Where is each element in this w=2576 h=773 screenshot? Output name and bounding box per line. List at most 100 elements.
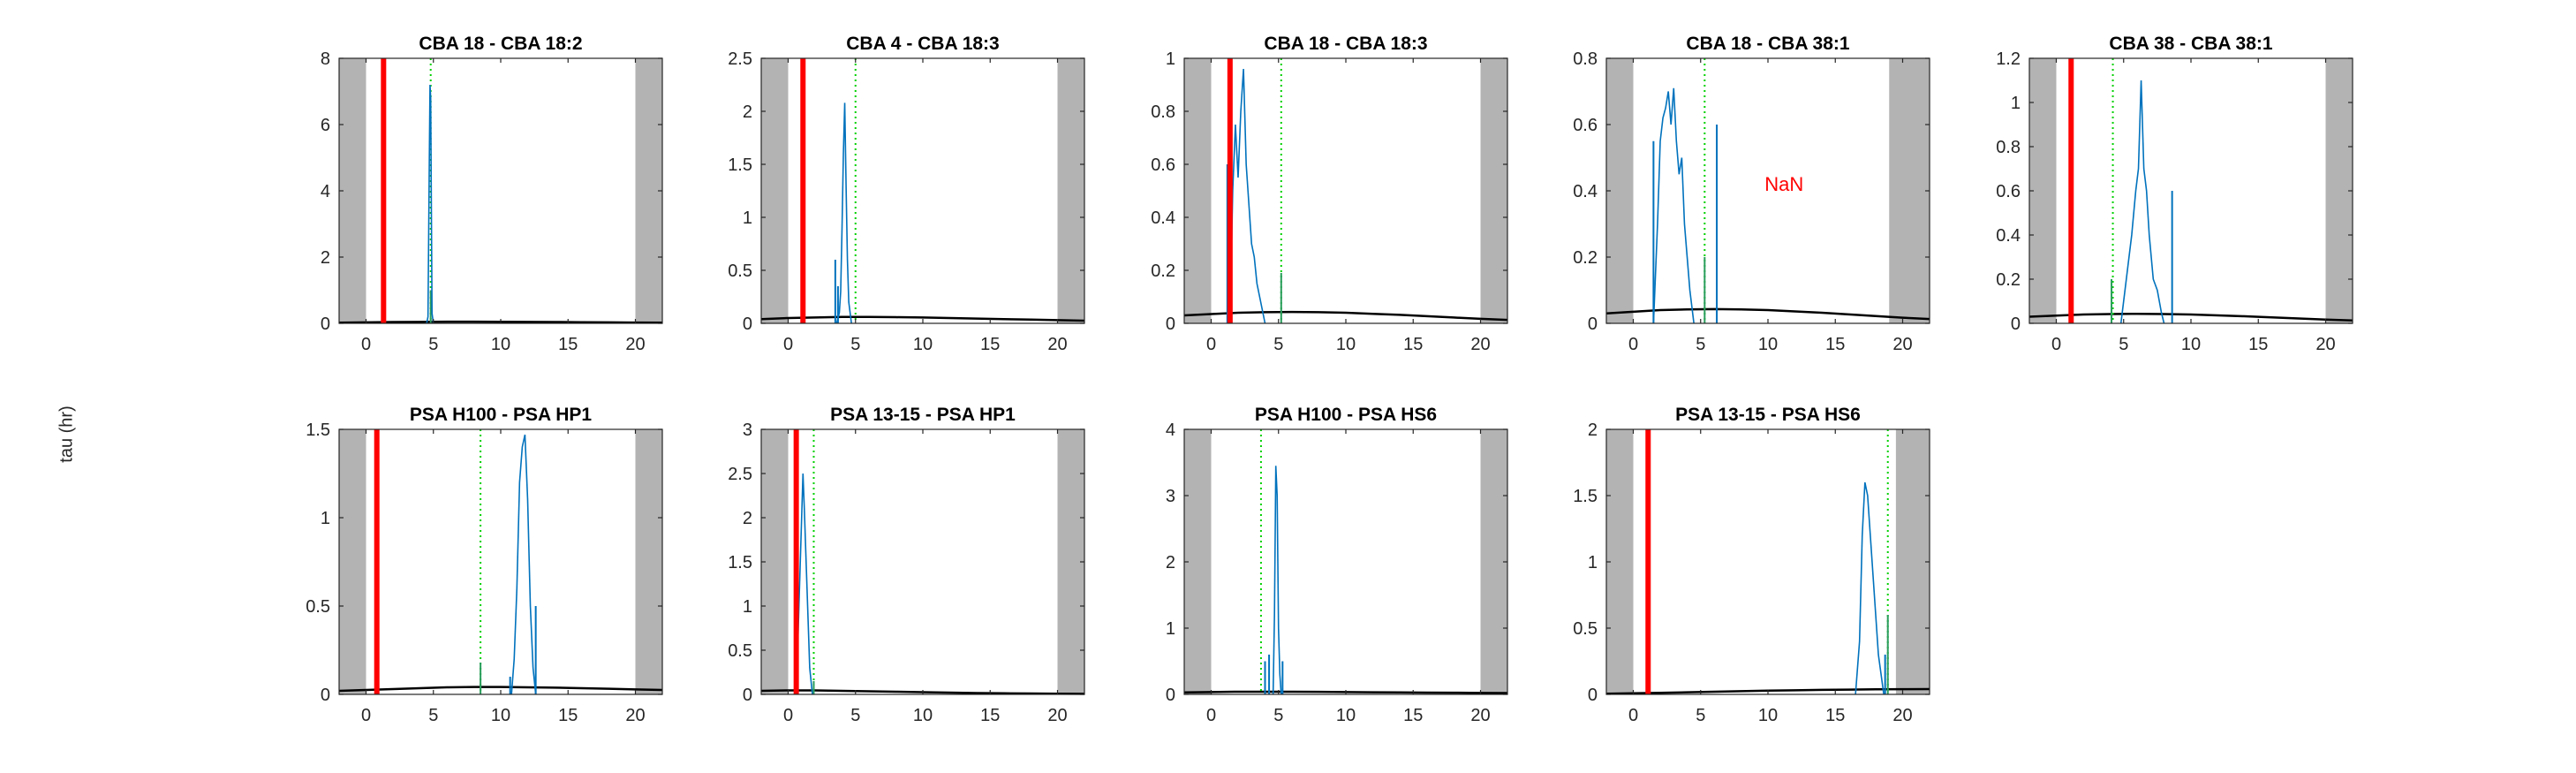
shaded-region [2029,58,2057,323]
y-tick-label: 3 [1166,487,1175,506]
y-tick-label: 4 [321,182,330,201]
shaded-region [1606,429,1634,694]
shaded-region [635,58,662,323]
plot-area [761,58,1084,323]
x-tick-label: 10 [2181,335,2201,354]
x-tick-label: 10 [913,706,933,725]
x-tick-label: 0 [783,706,793,725]
x-tick-label: 10 [913,335,933,354]
chart-panel: 0 5 10 15 20 0 0.5 1 1.5 2 PSA 13-15 - PSA HS6 [1573,405,1930,725]
y-tick-label: 1 [321,509,330,528]
x-tick-label: 5 [2119,335,2128,354]
y-tick-label: 2.5 [728,465,752,484]
x-tick-label: 20 [625,335,645,354]
plot-area [1184,429,1507,694]
shaded-region [2325,58,2353,323]
chart-panel: 0 5 10 15 20 0 0.5 1 1.5 PSA H100 - PSA HP1 [306,405,663,725]
y-tick-label: 2 [321,248,330,268]
x-tick-label: 15 [1825,706,1845,725]
y-tick-label: 3 [743,421,752,440]
y-tick-label: 0.2 [1151,261,1175,281]
blue-series-line [1229,68,1266,324]
x-tick-label: 0 [361,335,371,354]
chart-title: CBA 18 - CBA 38:1 [1686,34,1849,54]
blue-series-line [426,84,434,324]
x-tick-label: 0 [2051,335,2061,354]
x-tick-label: 5 [850,335,860,354]
x-tick-label: 0 [783,335,793,354]
blue-series-line [2119,80,2165,324]
y-tick-label: 1.5 [1573,487,1598,506]
shaded-region [1606,58,1634,323]
shaded-region [339,58,366,323]
y-tick-label: 0 [2011,315,2021,334]
x-tick-label: 10 [1336,335,1356,354]
plot-area [2029,58,2353,323]
y-tick-label: 0.8 [1996,138,2021,157]
baseline-curve [338,686,663,693]
baseline-curve [1183,310,1508,322]
y-tick-label: 1.5 [728,155,752,175]
x-tick-label: 5 [428,335,438,354]
y-tick-label: 0.6 [1996,182,2021,201]
y-tick-label: 8 [321,49,330,69]
y-tick-label: 0.5 [1573,619,1598,639]
shaded-region [761,429,789,694]
x-tick-label: 15 [980,335,1000,354]
blue-series-line [1855,481,1885,695]
x-tick-label: 15 [2248,335,2268,354]
y-tick-label: 0 [1166,315,1175,334]
blue-series-line [1652,87,1695,324]
x-tick-label: 20 [625,706,645,725]
plot-area [339,58,662,323]
x-tick-label: 5 [1696,706,1705,725]
shaded-region [761,58,789,323]
y-tick-label: 0.2 [1573,248,1598,268]
blue-series-line [1272,466,1282,695]
chart-panel: 0 5 10 15 20 0 0.5 1 1.5 2 2.5 3 PSA 13-15 - PSA HP1 [728,405,1085,725]
x-tick-label: 15 [1403,335,1423,354]
shaded-region [339,429,366,694]
shaded-region [1480,58,1507,323]
x-tick-label: 20 [1047,335,1067,354]
chart-panel: 0 5 10 15 20 0 0.2 0.4 0.6 0.8 1 CBA 18 - CBA 18:3 [1151,34,1508,354]
blue-series-line [835,102,852,324]
x-tick-label: 10 [491,706,510,725]
plot-area [1606,429,1930,694]
y-tick-label: 1.2 [1996,49,2021,69]
shaded-region [635,429,662,694]
y-tick-label: 0.8 [1573,49,1598,69]
y-tick-label: 6 [321,116,330,135]
chart-title: CBA 38 - CBA 38:1 [2109,34,2272,54]
plot-area [1606,58,1930,323]
chart-title: PSA 13-15 - PSA HS6 [1675,405,1861,425]
y-tick-label: 2.5 [728,49,752,69]
shaded-region [1184,429,1212,694]
x-tick-label: 20 [1892,335,1912,354]
shaded-region [1184,58,1212,323]
y-tick-label: 0.4 [1996,226,2021,246]
y-tick-label: 0 [1588,686,1598,705]
y-tick-label: 1 [743,597,752,617]
chart-title: PSA H100 - PSA HP1 [410,405,593,425]
shaded-region [1889,58,1930,323]
chart-panel: 0 5 10 15 20 0 0.2 0.4 0.6 0.8 1 1.2 CBA 38 - CBA 38… [1996,34,2353,354]
x-tick-label: 5 [428,706,438,725]
y-tick-label: 0.8 [1151,102,1175,122]
baseline-curve [2028,312,2353,322]
shaded-region [1057,429,1084,694]
nan-annotation: NaN [1764,173,1803,195]
y-tick-label: 0.5 [306,597,330,617]
x-tick-label: 20 [1892,706,1912,725]
x-tick-label: 5 [1273,335,1283,354]
chart-title: CBA 4 - CBA 18:3 [846,34,999,54]
x-tick-label: 20 [1047,706,1067,725]
y-tick-label: 0.6 [1151,155,1175,175]
x-tick-label: 15 [558,706,578,725]
chart-title: PSA 13-15 - PSA HP1 [830,405,1016,425]
chart-panel: 0 5 10 15 20 0 0.5 1 1.5 2 2.5 CBA 4 - CBA 18:3 [728,34,1085,354]
plot-area [761,429,1084,694]
y-tick-label: 0 [1588,315,1598,334]
y-tick-label: 0.4 [1573,182,1598,201]
